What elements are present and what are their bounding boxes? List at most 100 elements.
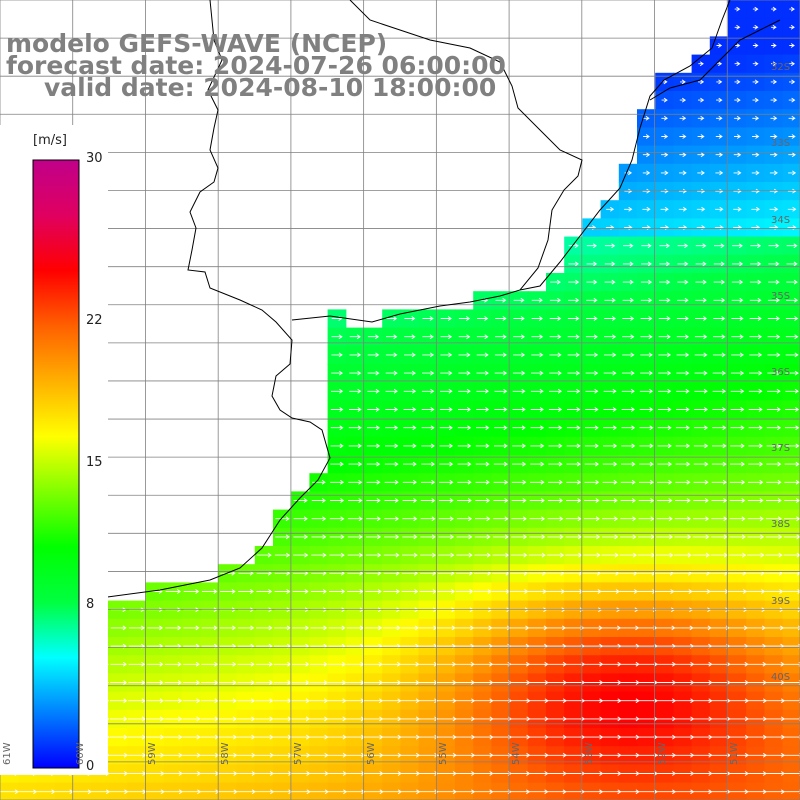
wind-arrow xyxy=(789,79,796,85)
wind-arrow xyxy=(639,479,655,485)
wind-arrow xyxy=(348,461,363,467)
wind-arrow xyxy=(655,552,674,558)
wind-arrow xyxy=(786,261,798,267)
wind-arrow xyxy=(475,443,490,449)
wind-arrow xyxy=(458,407,472,412)
wind-arrow xyxy=(439,407,453,412)
wind-arrow xyxy=(419,589,437,594)
wind-arrow xyxy=(201,680,219,685)
wind-arrow xyxy=(292,625,310,631)
wind-arrow xyxy=(675,498,691,503)
map-title-model: modelo GEFS-WAVE (NCEP) xyxy=(6,29,388,58)
wind-arrow xyxy=(697,170,705,176)
wind-arrow xyxy=(748,425,763,431)
wind-arrow xyxy=(530,443,545,449)
wind-arrow xyxy=(291,698,310,704)
wind-arrow xyxy=(730,370,745,376)
wind-arrow xyxy=(769,170,778,176)
wind-arrow xyxy=(748,388,763,394)
wind-arrow xyxy=(549,370,562,376)
wind-arrow xyxy=(237,698,256,704)
wind-arrow xyxy=(785,370,799,376)
wind-arrow xyxy=(568,297,580,303)
wind-arrow xyxy=(511,534,528,540)
wind-arrow xyxy=(603,352,617,358)
wind-arrow xyxy=(146,661,164,667)
wind-arrow xyxy=(781,680,800,685)
wind-arrow xyxy=(622,352,635,358)
wind-arrow xyxy=(769,188,779,194)
wind-arrow xyxy=(730,461,746,467)
wind-arrow xyxy=(788,170,797,176)
wind-arrow xyxy=(767,388,781,394)
wind-arrow xyxy=(494,388,508,394)
wind-arrow xyxy=(549,388,563,394)
wind-arrow xyxy=(691,570,711,576)
latitude-label: 33S xyxy=(771,138,791,150)
wind-arrow xyxy=(788,97,796,103)
wind-arrow xyxy=(771,6,777,12)
wind-arrow xyxy=(255,716,274,722)
wind-arrow xyxy=(348,425,362,431)
wind-arrow xyxy=(548,443,563,449)
wind-arrow xyxy=(404,334,416,340)
wind-arrow xyxy=(328,625,346,631)
wind-arrow xyxy=(164,752,183,758)
wind-arrow xyxy=(348,443,362,449)
wind-arrow xyxy=(713,297,726,303)
wind-arrow xyxy=(495,334,507,340)
wind-arrow xyxy=(347,516,363,522)
wind-arrow xyxy=(422,334,434,340)
wind-arrow xyxy=(752,79,759,85)
wind-arrow xyxy=(695,243,707,249)
wind-arrow xyxy=(292,570,309,576)
wind-arrow xyxy=(785,352,799,358)
wind-arrow xyxy=(639,461,654,467)
wind-arrow xyxy=(475,516,491,522)
wind-arrow xyxy=(309,698,329,704)
wind-arrow xyxy=(419,570,437,576)
wind-arrow xyxy=(771,43,777,48)
wind-arrow xyxy=(182,734,201,740)
wind-arrow xyxy=(493,461,509,467)
wind-arrow xyxy=(327,716,347,722)
wind-arrow xyxy=(657,425,672,431)
wind-arrow xyxy=(749,316,762,321)
wind-arrow xyxy=(237,661,255,667)
wind-arrow xyxy=(309,680,328,685)
wind-arrow xyxy=(384,461,399,467)
wind-arrow xyxy=(604,243,616,249)
wind-arrow xyxy=(784,461,800,467)
wind-arrow xyxy=(716,43,723,48)
wind-arrow xyxy=(785,334,799,340)
wind-arrow xyxy=(348,498,363,503)
wind-arrow xyxy=(331,352,343,358)
wind-arrow xyxy=(528,570,547,576)
wind-arrow xyxy=(584,461,600,467)
wind-arrow xyxy=(439,461,454,467)
wind-arrow xyxy=(457,443,472,449)
wind-arrow xyxy=(310,625,328,631)
wind-arrow xyxy=(693,479,709,485)
wind-arrow xyxy=(291,734,311,740)
wind-arrow xyxy=(621,388,635,394)
wind-arrow xyxy=(183,661,200,667)
wind-arrow xyxy=(712,388,727,394)
wind-arrow xyxy=(438,516,454,522)
wind-arrow xyxy=(731,279,744,285)
wind-arrow xyxy=(494,407,508,412)
wind-arrow xyxy=(656,498,673,503)
wind-arrow xyxy=(457,461,472,467)
wind-arrow xyxy=(567,370,581,376)
wind-arrow xyxy=(734,43,741,48)
wind-arrow xyxy=(349,407,362,412)
wind-arrow xyxy=(658,388,672,394)
wind-arrow xyxy=(602,498,618,503)
coastline-lagoon xyxy=(649,19,781,101)
wind-arrow xyxy=(585,334,598,340)
wind-arrow xyxy=(438,498,454,503)
wind-arrow xyxy=(730,425,745,431)
wind-arrow xyxy=(731,297,744,303)
wind-arrow xyxy=(292,589,309,594)
longitude-label: 51W xyxy=(729,742,741,765)
